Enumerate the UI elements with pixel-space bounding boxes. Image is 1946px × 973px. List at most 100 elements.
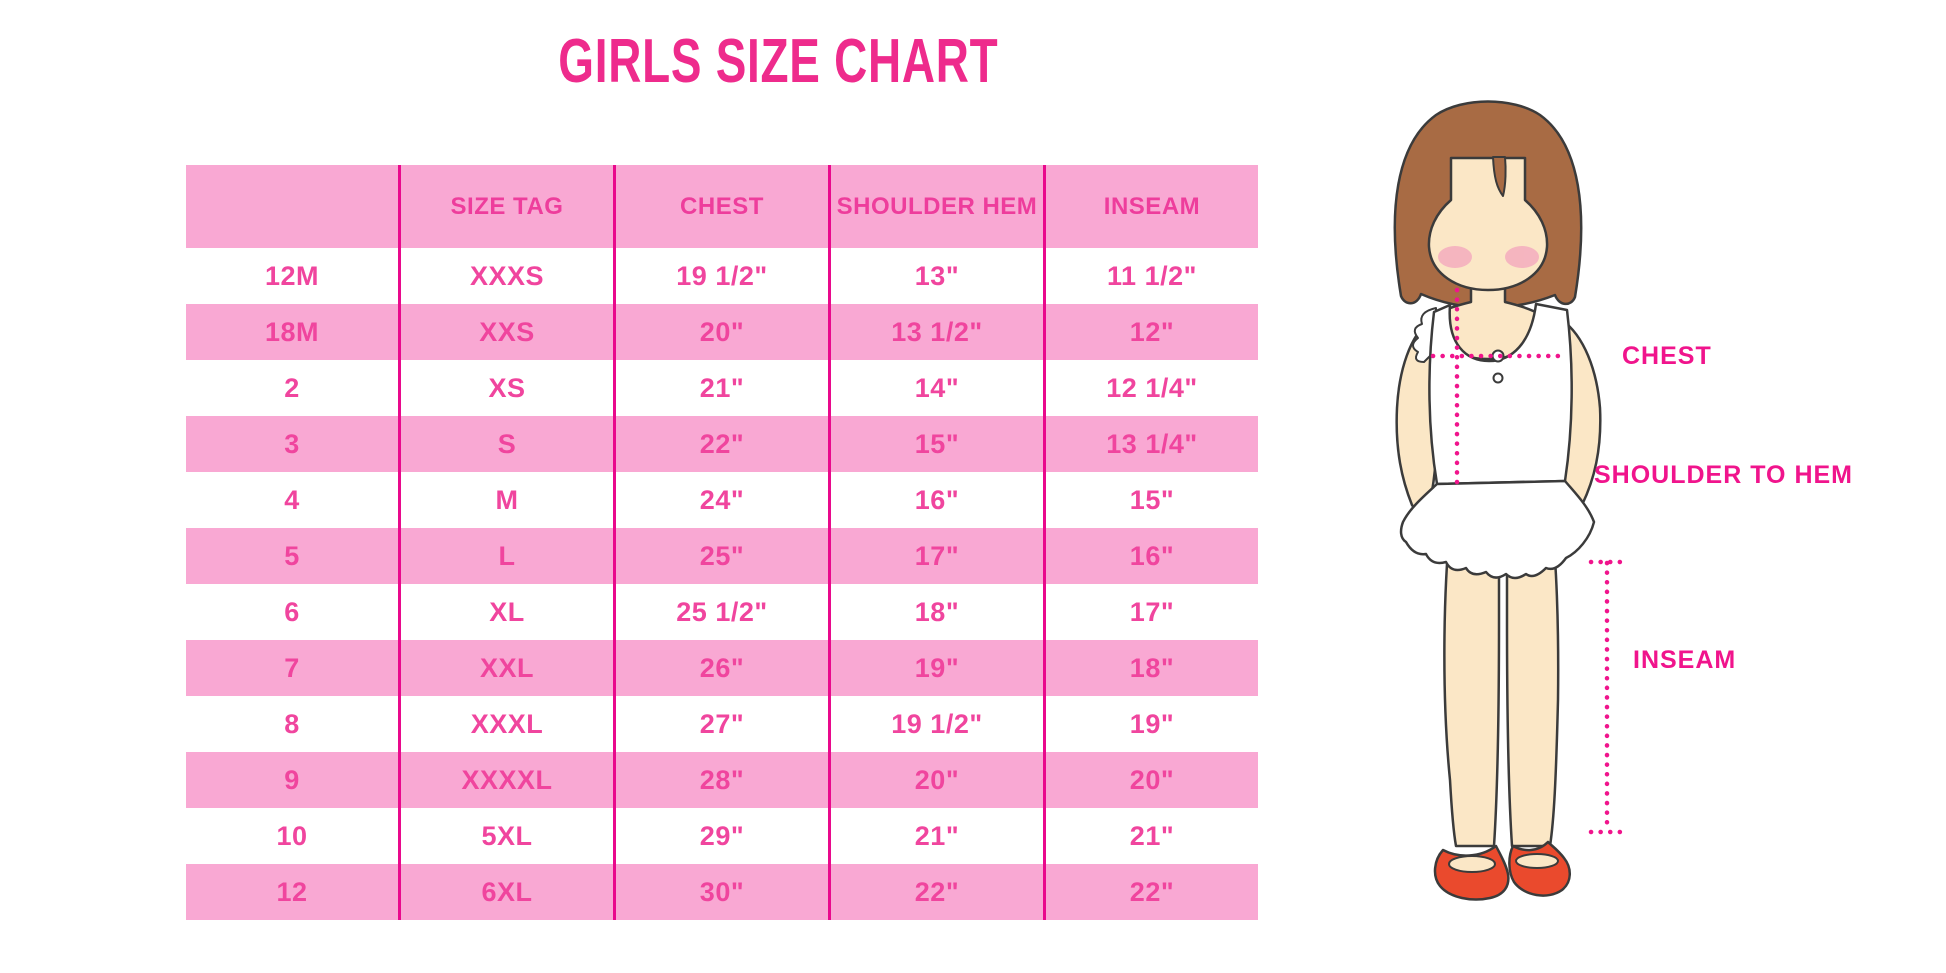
cell-size-tag: 6XL <box>398 864 615 920</box>
shoe-right <box>1508 840 1571 897</box>
cell-size: 10 <box>276 820 308 851</box>
table-row: 4 M 24" 16" 15" <box>186 472 1258 528</box>
cell-size-tag: S <box>398 416 615 472</box>
cell-shoulder-hem: 22" <box>827 864 1045 920</box>
cell-size: 12M <box>264 260 320 291</box>
page-title-text: GIRLS SIZE CHART <box>557 27 999 96</box>
table-row: 12M XXXS 19 1/2" 13" 11 1/2" <box>186 248 1258 304</box>
cell-inseam: 11 1/2" <box>1042 248 1258 304</box>
table-row: 9 XXXXL 28" 20" 20" <box>186 752 1258 808</box>
top-garment <box>1428 302 1573 486</box>
shoe-left-opening <box>1448 855 1496 873</box>
bang-strand <box>1492 156 1507 197</box>
cell-size: 18M <box>186 304 400 360</box>
cell-size: 7 <box>186 640 400 696</box>
table-row: 7 XXL 26" 19" 18" <box>186 640 1258 696</box>
cell-shoulder-hem: 18" <box>827 584 1045 640</box>
cell-shoulder-hem: 20" <box>827 752 1045 808</box>
cell-size: 8 <box>284 708 300 739</box>
cell-shoulder-hem: 15" <box>827 416 1045 472</box>
cell-inseam: 16" <box>1042 528 1258 584</box>
cell-inseam: 15" <box>1042 472 1258 528</box>
cell-inseam: 12" <box>1042 304 1258 360</box>
cell-inseam: 22" <box>1042 864 1258 920</box>
cell-inseam: 19" <box>1042 696 1258 752</box>
cell-size-tag: XL <box>398 584 615 640</box>
cell-inseam: 21" <box>1042 808 1258 864</box>
cell-size: 6 <box>284 596 300 627</box>
table-row: 3 S 22" 15" 13 1/4" <box>186 416 1258 472</box>
cell-shoulder-hem: 16" <box>827 472 1045 528</box>
page-title: GIRLS SIZE CHART <box>390 26 1166 97</box>
cell-size: 4 <box>284 484 300 515</box>
cell-chest: 25" <box>612 528 830 584</box>
cell-chest: 27" <box>612 696 830 752</box>
table-row: 8 XXXL 27" 19 1/2" 19" <box>186 696 1258 752</box>
cell-size: 2 <box>284 372 300 403</box>
header-cell-chest: CHEST <box>612 165 830 248</box>
cell-size-tag: L <box>398 528 615 584</box>
arm-left <box>1395 318 1440 512</box>
cell-inseam: 12 1/4" <box>1042 360 1258 416</box>
size-table-header: SIZE TAG CHEST SHOULDER HEM INSEAM <box>186 165 1258 248</box>
shoulder-to-hem-label: SHOULDER TO HEM <box>1594 461 1853 489</box>
blush-left <box>1438 246 1472 268</box>
header-cell-shoulder-hem: SHOULDER HEM <box>827 165 1045 248</box>
cell-chest: 29" <box>612 808 830 864</box>
cell-size-tag: XXXS <box>398 248 615 304</box>
table-row: 18M XXS 20" 13 1/2" 12" <box>186 304 1258 360</box>
cell-chest: 22" <box>612 416 830 472</box>
button-top <box>1491 349 1505 363</box>
header-cell-size-tag: SIZE TAG <box>398 165 615 248</box>
cell-inseam: 17" <box>1042 584 1258 640</box>
leg-left <box>1443 523 1501 848</box>
cell-size-tag: M <box>398 472 615 528</box>
header-cell-size <box>186 165 400 248</box>
cell-chest: 21" <box>612 360 830 416</box>
girl-illustration <box>1393 100 1624 901</box>
size-table-body: 12M XXXS 19 1/2" 13" 11 1/2" 18M XXS 20"… <box>186 248 1258 920</box>
shoe-left <box>1433 844 1510 901</box>
button-bottom <box>1492 372 1504 384</box>
cell-shoulder-hem: 19" <box>827 640 1045 696</box>
ruffle-right <box>1535 305 1560 361</box>
cell-chest: 19 1/2" <box>612 248 830 304</box>
size-table: SIZE TAG CHEST SHOULDER HEM INSEAM 12M X… <box>186 165 1258 920</box>
cell-chest: 28" <box>612 752 830 808</box>
cell-size-tag: XXL <box>398 640 615 696</box>
leg-right <box>1505 523 1560 848</box>
cell-size-tag: XXS <box>398 304 615 360</box>
header-row: SIZE TAG CHEST SHOULDER HEM INSEAM <box>186 165 1258 248</box>
shoe-right-opening <box>1515 853 1559 869</box>
hair <box>1393 100 1583 309</box>
inseam-label: INSEAM <box>1633 646 1737 674</box>
table-row: 5 L 25" 17" 16" <box>186 528 1258 584</box>
neck-skin <box>1420 266 1556 361</box>
cell-size-tag: XXXL <box>398 696 615 752</box>
cell-size-tag: XS <box>398 360 615 416</box>
header-cell-inseam: INSEAM <box>1042 165 1258 248</box>
cell-size-tag: XXXXL <box>398 752 615 808</box>
cell-shoulder-hem: 21" <box>827 808 1045 864</box>
ruffle-left <box>1412 307 1437 363</box>
cell-shoulder-hem: 14" <box>827 360 1045 416</box>
cell-chest: 20" <box>612 304 830 360</box>
face <box>1427 156 1549 292</box>
table-row: 12 6XL 30" 22" 22" <box>186 864 1258 920</box>
cell-chest: 26" <box>612 640 830 696</box>
cell-chest: 30" <box>612 864 830 920</box>
table-row: 2 XS 21" 14" 12 1/4" <box>186 360 1258 416</box>
cell-shoulder-hem: 17" <box>827 528 1045 584</box>
cell-size-tag: 5XL <box>398 808 615 864</box>
cell-shoulder-hem: 13 1/2" <box>827 304 1045 360</box>
cell-chest: 25 1/2" <box>612 584 830 640</box>
blush-right <box>1505 246 1539 268</box>
cell-chest: 24" <box>612 472 830 528</box>
cell-size: 9 <box>186 752 400 808</box>
chest-label: CHEST <box>1622 342 1712 370</box>
cell-shoulder-hem: 13" <box>827 248 1045 304</box>
skirt <box>1399 479 1596 580</box>
cell-inseam: 13 1/4" <box>1042 416 1258 472</box>
cell-shoulder-hem: 19 1/2" <box>827 696 1045 752</box>
